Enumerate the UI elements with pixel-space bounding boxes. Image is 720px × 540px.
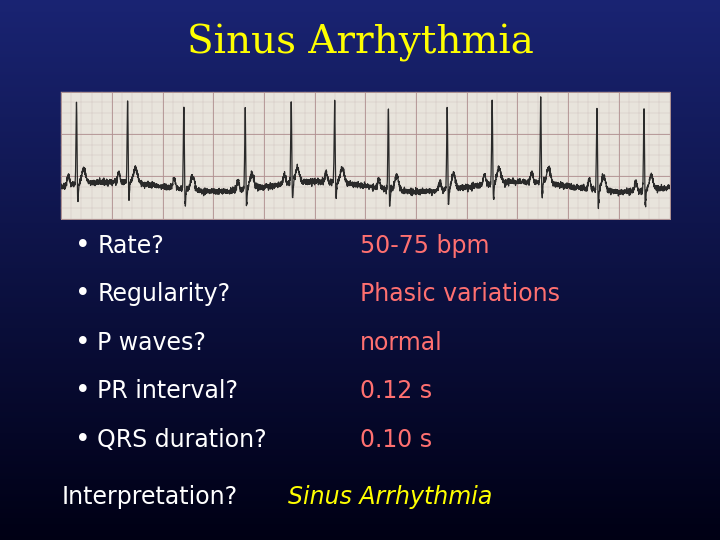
Text: Phasic variations: Phasic variations	[360, 282, 560, 306]
Text: 0.12 s: 0.12 s	[360, 380, 432, 403]
FancyBboxPatch shape	[61, 92, 670, 219]
Text: normal: normal	[360, 331, 443, 355]
Text: PR interval?: PR interval?	[97, 380, 238, 403]
Text: 0.10 s: 0.10 s	[360, 428, 432, 452]
Text: P waves?: P waves?	[97, 331, 206, 355]
Text: •: •	[75, 233, 91, 259]
Text: QRS duration?: QRS duration?	[97, 428, 267, 452]
Text: •: •	[75, 281, 91, 307]
Text: Regularity?: Regularity?	[97, 282, 230, 306]
Text: Interpretation?: Interpretation?	[61, 485, 238, 509]
Text: 50-75 bpm: 50-75 bpm	[360, 234, 490, 258]
Text: Sinus Arrhythmia: Sinus Arrhythmia	[186, 24, 534, 62]
Text: •: •	[75, 330, 91, 356]
Text: Sinus Arrhythmia: Sinus Arrhythmia	[288, 485, 492, 509]
Text: •: •	[75, 379, 91, 404]
Text: •: •	[75, 427, 91, 453]
Text: Rate?: Rate?	[97, 234, 164, 258]
